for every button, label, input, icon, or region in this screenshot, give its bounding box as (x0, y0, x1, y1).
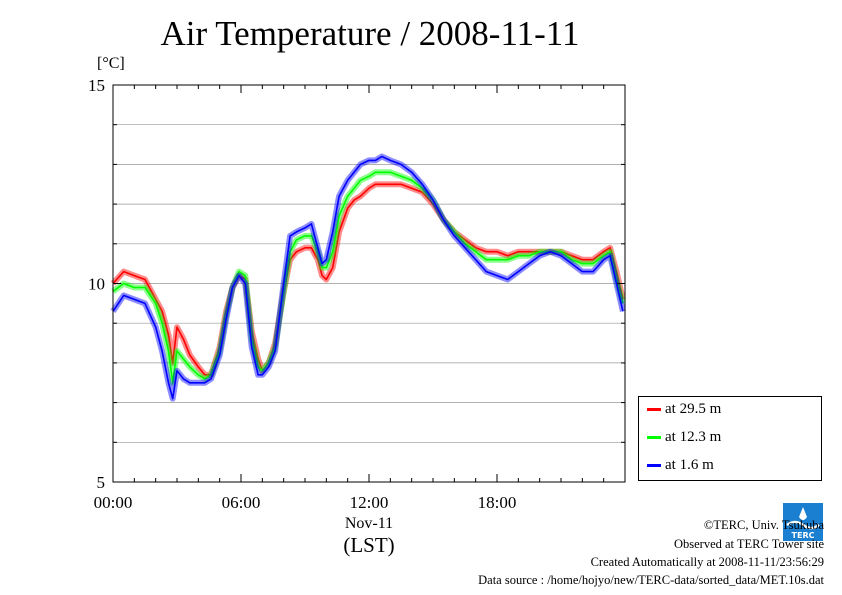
legend-item-12-3m: at 12.3 m (647, 429, 721, 446)
y-tick-label: 5 (97, 473, 106, 492)
footer-copyright: ©TERC, Univ. Tsukuba (703, 518, 824, 532)
footer-source: Data source : /home/hojyo/new/TERC-data/… (478, 573, 824, 587)
legend-swatch-green (647, 436, 661, 439)
x-tick-label: 12:00 (350, 493, 389, 512)
x-tick-label: 18:00 (478, 493, 517, 512)
legend-item-1-6m: at 1.6 m (647, 457, 714, 474)
y-axis-unit-label: [°C] (97, 55, 125, 72)
x-tick-label: 00:00 (94, 493, 133, 512)
svg-text:TERC: TERC (792, 531, 815, 540)
series-line-0 (112, 183, 624, 376)
legend-swatch-blue (647, 464, 661, 467)
series-line-1 (112, 171, 624, 384)
x-axis-date-label: Nov-11 (345, 515, 393, 532)
legend-item-29-5m: at 29.5 m (647, 401, 721, 418)
legend-label: at 1.6 m (665, 457, 714, 473)
grid-lines (113, 124, 625, 443)
y-tick-label: 15 (88, 76, 105, 95)
terc-logo-icon: TERC (783, 503, 823, 541)
chart-legend: at 29.5 m at 12.3 m at 1.6 m (638, 396, 822, 481)
footer-created: Created Automatically at 2008-11-11/23:5… (590, 555, 824, 569)
series-band-0 (110, 181, 626, 378)
legend-label: at 12.3 m (665, 429, 722, 445)
axis-ticks (112, 84, 626, 483)
axis-labels: 5 10 15 00:00 06:00 12:00 18:00 Nov-11(LST) (88, 76, 516, 557)
x-axis-label: (LST) (343, 533, 394, 557)
x-tick-label: 06:00 (222, 493, 261, 512)
legend-label: at 29.5 m (665, 401, 722, 417)
series-lines (110, 153, 626, 402)
chart-title: Air Temperature / 2008-11-11 (160, 14, 580, 53)
y-tick-label: 10 (88, 275, 105, 294)
footer-observed: Observed at TERC Tower site (673, 537, 824, 551)
series-line-2 (112, 155, 624, 400)
legend-swatch-red (647, 408, 661, 411)
